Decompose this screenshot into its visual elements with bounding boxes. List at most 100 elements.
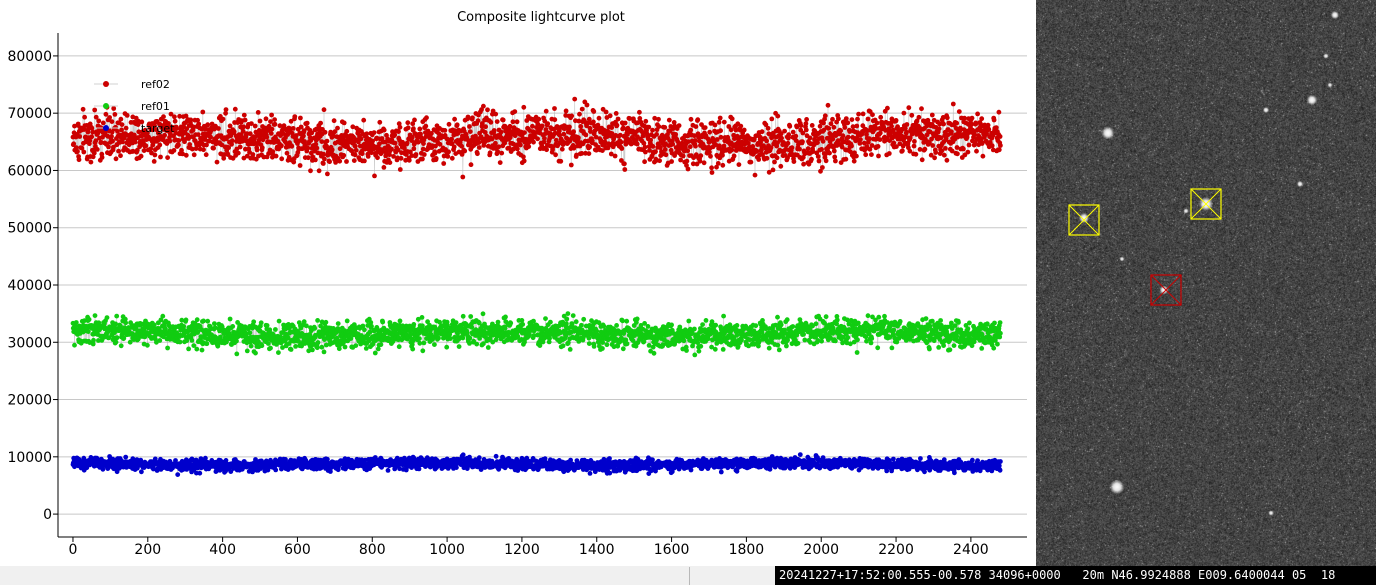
data-point <box>167 138 173 144</box>
data-point <box>493 140 498 146</box>
data-point <box>451 144 457 150</box>
data-point <box>979 116 985 122</box>
data-point <box>718 128 723 134</box>
data-point <box>397 124 403 130</box>
data-point <box>688 127 694 133</box>
data-point <box>194 317 200 323</box>
data-point <box>874 120 880 126</box>
data-point <box>581 316 587 322</box>
data-point <box>211 145 217 151</box>
data-point <box>845 134 851 140</box>
data-point <box>831 148 837 154</box>
data-point <box>526 144 532 150</box>
data-point <box>227 123 233 129</box>
data-point <box>353 147 359 153</box>
data-point <box>654 132 659 137</box>
data-point <box>961 146 966 152</box>
data-point <box>729 116 735 122</box>
data-point <box>696 348 702 354</box>
data-point <box>613 111 619 116</box>
data-point <box>204 341 210 347</box>
data-point <box>370 138 375 144</box>
data-point <box>603 109 609 115</box>
data-point <box>253 350 258 356</box>
data-point <box>720 347 726 352</box>
data-point <box>381 165 387 170</box>
data-point <box>571 145 577 151</box>
data-point <box>352 152 358 158</box>
data-point <box>519 318 525 323</box>
lightcurve-plot-panel: 0 10000 20000 30000 40000 50000 60000 70000 8000… <box>0 0 1036 566</box>
data-point <box>798 123 804 128</box>
data-point <box>684 348 689 353</box>
data-point <box>893 118 899 123</box>
data-point <box>809 123 815 128</box>
data-point <box>815 140 820 146</box>
data-point <box>277 123 283 129</box>
data-point <box>485 345 491 350</box>
data-point <box>353 143 358 149</box>
data-point <box>579 151 585 156</box>
data-point <box>220 116 226 122</box>
data-point <box>321 107 327 113</box>
data-point <box>738 123 744 129</box>
data-point <box>136 129 142 135</box>
data-point <box>822 113 828 119</box>
data-point <box>703 318 709 323</box>
data-point <box>91 337 96 343</box>
data-point <box>695 117 701 123</box>
data-point <box>196 121 202 127</box>
data-point <box>234 338 239 344</box>
data-point <box>642 159 647 165</box>
data-point <box>412 117 417 123</box>
data-point <box>637 109 642 115</box>
data-point <box>707 149 712 155</box>
data-point <box>508 320 514 326</box>
data-point <box>111 144 116 150</box>
data-point <box>405 120 411 126</box>
data-point <box>715 161 721 166</box>
data-point <box>325 171 330 177</box>
data-point <box>805 146 811 152</box>
data-point <box>789 145 795 151</box>
data-point <box>475 118 481 124</box>
data-point <box>411 322 417 327</box>
data-point <box>476 145 482 150</box>
data-point <box>776 347 782 353</box>
data-point <box>650 144 656 149</box>
data-point <box>720 152 725 158</box>
data-point <box>834 317 840 323</box>
data-point <box>292 114 298 119</box>
data-point <box>456 344 462 349</box>
data-point <box>570 313 576 318</box>
data-point <box>577 111 582 117</box>
data-point <box>875 144 881 149</box>
data-point <box>77 134 83 139</box>
data-point <box>819 147 824 152</box>
data-point <box>586 151 592 157</box>
data-point <box>980 153 986 159</box>
data-point <box>155 130 161 136</box>
data-point <box>460 133 465 139</box>
y-tick-label: 40000 <box>7 278 52 294</box>
data-point <box>854 350 860 355</box>
data-point <box>801 161 806 167</box>
data-point <box>327 159 332 165</box>
data-point <box>996 109 1002 115</box>
data-point <box>897 319 903 324</box>
data-point <box>322 129 328 135</box>
data-point <box>591 119 596 125</box>
data-point <box>493 111 499 117</box>
data-point <box>823 158 829 164</box>
data-point <box>831 124 837 130</box>
data-point <box>698 343 704 349</box>
data-point <box>177 113 183 119</box>
data-point <box>409 134 415 140</box>
data-point <box>172 114 177 120</box>
data-point <box>411 146 417 152</box>
data-point <box>521 104 527 110</box>
data-point <box>276 318 282 324</box>
y-tick-label: 10000 <box>7 450 52 466</box>
data-point <box>92 313 98 318</box>
data-point <box>721 143 727 149</box>
